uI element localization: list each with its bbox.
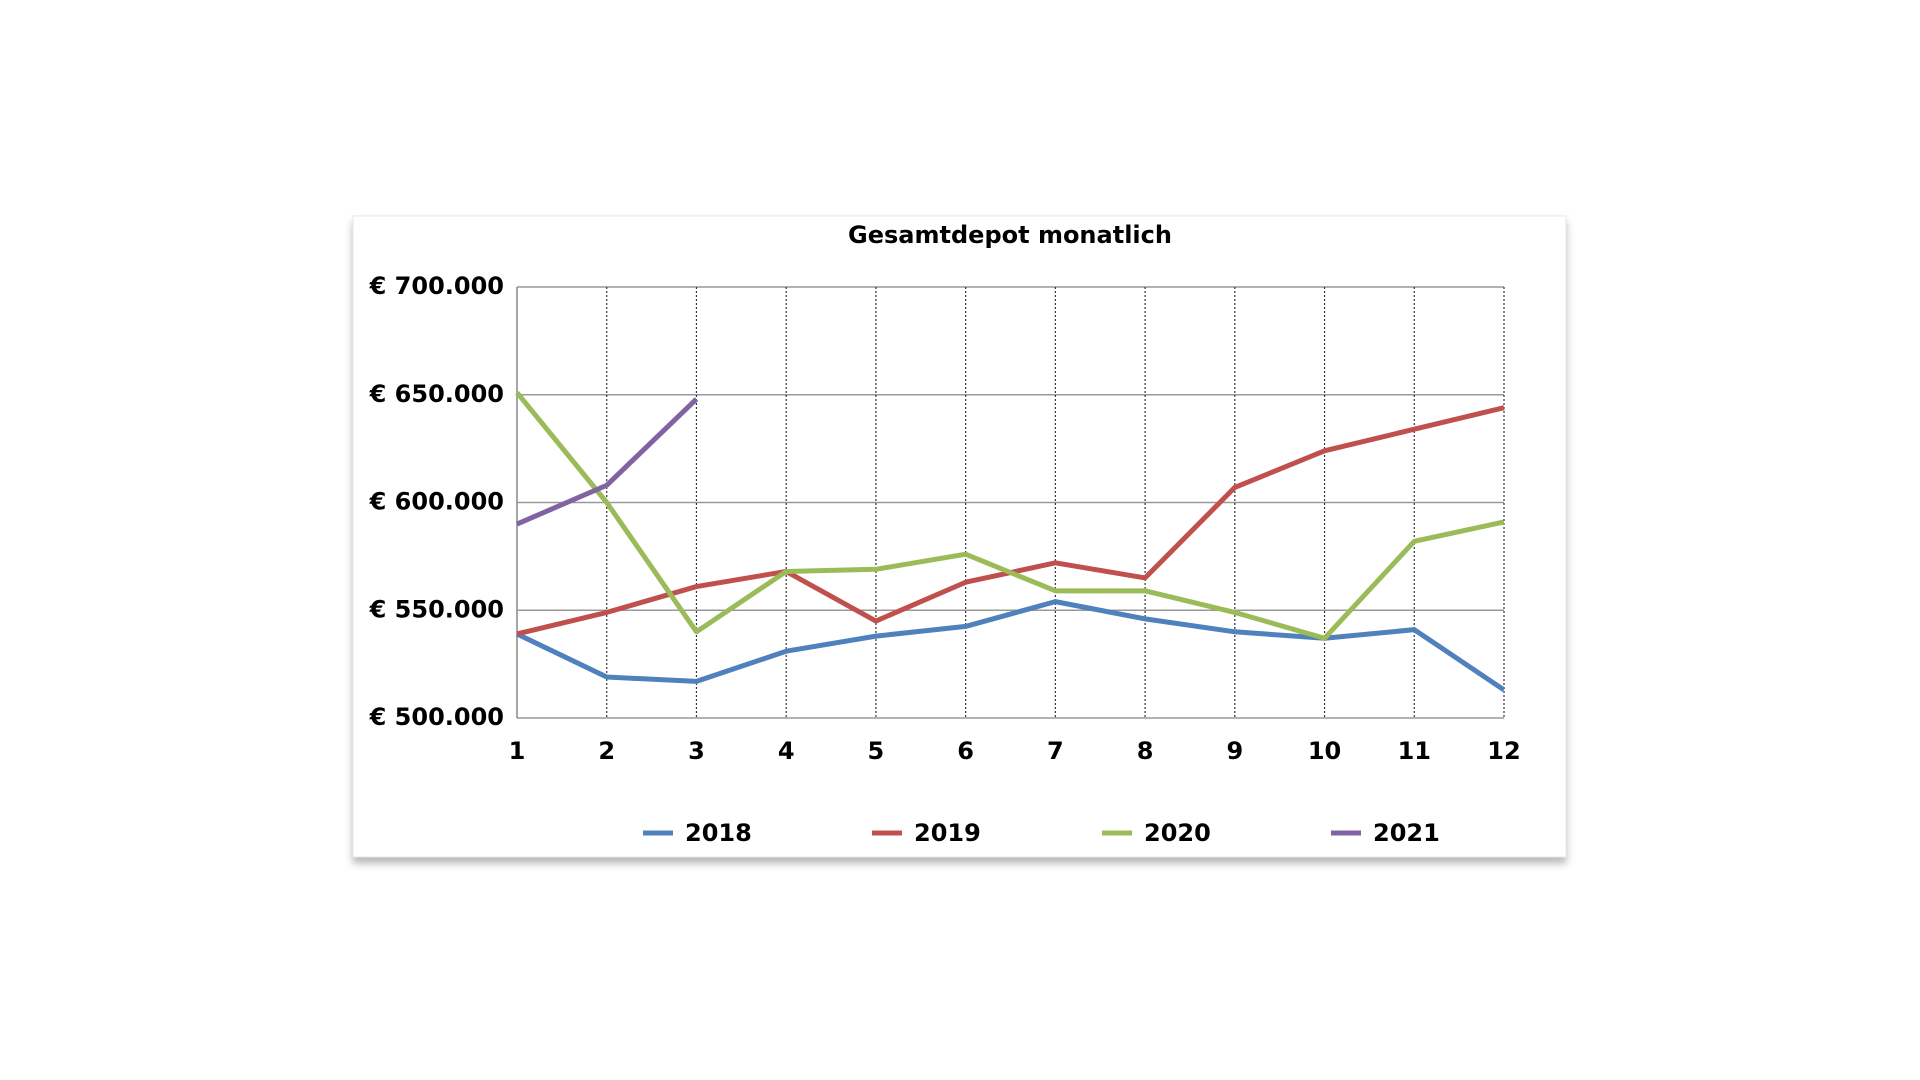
- x-tick-label: 2: [598, 737, 615, 765]
- y-tick-label: € 600.000: [369, 488, 504, 516]
- legend-label: 2019: [914, 819, 981, 847]
- series-line: [515, 599, 1506, 693]
- x-tick-label: 9: [1226, 737, 1243, 765]
- x-tick-label: 1: [509, 737, 526, 765]
- chart-title: Gesamtdepot monatlich: [848, 221, 1172, 249]
- legend-label: 2020: [1144, 819, 1211, 847]
- x-tick-label: 6: [957, 737, 974, 765]
- legend-label: 2021: [1373, 819, 1440, 847]
- x-tick-label: 5: [868, 737, 885, 765]
- x-tick-label: 10: [1308, 737, 1341, 765]
- y-tick-label: € 550.000: [369, 595, 504, 623]
- series-line: [516, 397, 699, 527]
- x-tick-label: 11: [1398, 737, 1431, 765]
- legend-label: 2018: [685, 819, 752, 847]
- series-line: [515, 391, 1505, 641]
- y-tick-label: € 700.000: [369, 272, 504, 300]
- x-tick-label: 12: [1487, 737, 1520, 765]
- y-tick-label: € 650.000: [369, 380, 504, 408]
- x-tick-label: 4: [778, 737, 795, 765]
- x-tick-label: 8: [1137, 737, 1154, 765]
- x-tick-label: 7: [1047, 737, 1064, 765]
- y-tick-label: € 500.000: [369, 703, 504, 731]
- x-tick-label: 3: [688, 737, 705, 765]
- chart-frame: [352, 215, 1567, 858]
